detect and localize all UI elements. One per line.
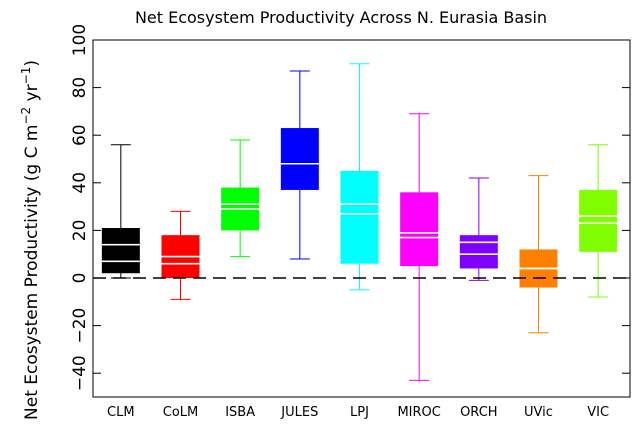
y-axis-label: Net Ecosystem Productivity (g C m−2 yr−1… [19,60,42,420]
x-category-label: VIC [587,405,609,420]
y-axis-label-end: ) [22,60,42,67]
iqr-box [280,128,319,190]
x-category-label: MIROC [397,405,440,420]
chart-title: Net Ecosystem Productivity Across N. Eur… [135,8,547,27]
y-tick-label: 0 [70,273,90,284]
x-category-label: CoLM [163,405,199,420]
box-lpj [340,63,379,291]
box-isba [221,139,260,258]
x-category-label: ISBA [225,405,255,420]
y-axis-label-main: Net Ecosystem Productivity (g C m [22,125,42,420]
x-category-label: JULES [280,405,318,420]
x-category-label: CLM [107,405,135,420]
box-orch [459,177,498,281]
y-tick-label: 80 [70,77,90,99]
x-category-label: ORCH [460,405,497,420]
box-jules [280,70,319,260]
y-axis-label-sup1: −2 [19,107,33,125]
y-tick-label: 60 [70,124,90,146]
boxes-layer: CLM CoLM ISBA JULES LPJ MIROC ORCH UVic VIC [93,63,630,420]
y-tick-label: 40 [70,172,90,194]
axes-layer: −40 −20 0 20 40 60 80 100 [70,24,630,391]
iqr-box [400,192,439,267]
box-colm [161,210,200,300]
box-vic [579,144,618,298]
y-tick-label: −20 [70,308,90,344]
plot-frame [92,39,631,398]
x-category-label: LPJ [350,405,369,420]
y-axis-label-sup2: −1 [19,67,33,85]
box-uvic [519,175,558,334]
box-miroc [400,113,439,381]
box-clm [101,144,140,279]
iqr-box [101,228,140,274]
y-tick-label: 100 [70,24,90,56]
iqr-box [340,170,379,264]
y-tick-label: 20 [70,220,90,242]
y-axis-label-mid: yr [22,84,42,106]
iqr-box [459,235,498,269]
x-category-label: UVic [524,405,553,420]
iqr-box [579,189,618,252]
y-tick-label: −40 [70,355,90,391]
